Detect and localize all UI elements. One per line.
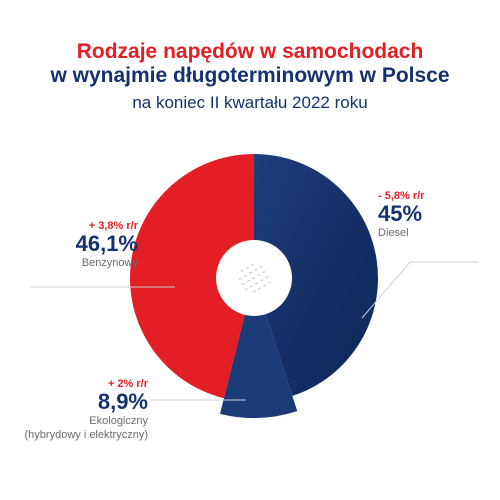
petrol-change: + 3,8% r/r: [88, 220, 138, 232]
petrol-name: Benzynowy: [81, 257, 138, 269]
eco-name-line2: (hybrydowy i elektryczny): [24, 429, 148, 441]
label-petrol: + 3,8% r/r 46,1% Benzynowy: [20, 220, 138, 270]
chart-title-line2: w wynajmie długoterminowym w Polsce: [50, 64, 450, 87]
slice-eco: [220, 278, 298, 419]
center-map-pattern: [237, 263, 271, 293]
leader-line-diesel: [361, 261, 478, 319]
diesel-value: 45%: [378, 201, 423, 226]
eco-name-line1: Ekologiczny: [89, 415, 148, 427]
chart-title-line1: Rodzaje napędów w samochodach: [76, 40, 424, 63]
slice-petrol: [129, 153, 254, 399]
diesel-name: Diesel: [378, 227, 409, 239]
chart-subtitle: na koniec II kwartału 2022 roku: [132, 93, 368, 112]
label-diesel: - 5,8% r/r 45% Diesel: [378, 190, 468, 240]
label-eco: + 2% r/r 8,9% Ekologiczny (hybrydowy i e…: [10, 378, 148, 442]
eco-change: + 2% r/r: [107, 378, 148, 390]
diesel-change: - 5,8% r/r: [378, 190, 425, 202]
eco-value: 8,9%: [97, 389, 148, 414]
slice-diesel: [254, 154, 378, 396]
petrol-value: 46,1%: [75, 231, 138, 256]
